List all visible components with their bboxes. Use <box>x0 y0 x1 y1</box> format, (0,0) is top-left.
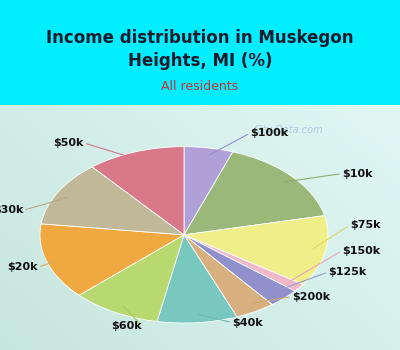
Wedge shape <box>184 147 233 235</box>
Text: $40k: $40k <box>232 317 263 328</box>
Text: City-Data.com: City-Data.com <box>253 125 323 134</box>
Text: $75k: $75k <box>350 220 380 230</box>
Wedge shape <box>184 235 303 291</box>
Text: $50k: $50k <box>54 138 84 148</box>
Wedge shape <box>184 235 272 317</box>
Text: $200k: $200k <box>292 292 330 302</box>
Wedge shape <box>184 235 295 304</box>
Wedge shape <box>157 235 237 323</box>
Text: $60k: $60k <box>111 321 142 331</box>
Text: All residents: All residents <box>162 79 238 93</box>
Text: $30k: $30k <box>0 205 23 215</box>
Text: $150k: $150k <box>342 246 380 256</box>
Wedge shape <box>40 224 184 295</box>
Text: $20k: $20k <box>8 262 38 272</box>
Wedge shape <box>79 235 184 322</box>
Text: $10k: $10k <box>342 169 372 178</box>
Text: Income distribution in Muskegon
Heights, MI (%): Income distribution in Muskegon Heights,… <box>46 29 354 70</box>
Wedge shape <box>41 167 184 235</box>
Text: $100k: $100k <box>250 128 288 138</box>
Wedge shape <box>92 147 184 235</box>
Text: $125k: $125k <box>328 267 366 277</box>
Wedge shape <box>184 152 324 235</box>
Wedge shape <box>184 216 328 285</box>
